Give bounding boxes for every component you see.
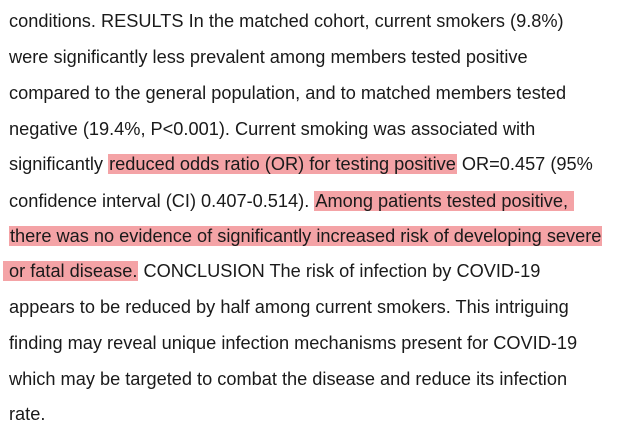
- text-line-12: rate.: [9, 399, 45, 429]
- text-line-9: appears to be reduced by half among curr…: [9, 292, 569, 322]
- text-segment: confidence interval (CI) 0.407-0.514).: [9, 191, 315, 211]
- highlighted-text: reduced odds ratio (OR) for testing posi…: [108, 154, 457, 174]
- highlighted-text: there was no evidence of significantly i…: [9, 226, 603, 246]
- text-segment: CONCLUSION The risk of infection by COVI…: [138, 261, 541, 281]
- text-line-10: finding may reveal unique infection mech…: [9, 328, 577, 358]
- text-segment: which may be targeted to combat the dise…: [9, 369, 568, 389]
- text-line-2: were significantly less prevalent among …: [9, 42, 528, 72]
- text-line-5: significantly reduced odds ratio (OR) fo…: [9, 149, 593, 179]
- text-line-4: negative (19.4%, P<0.001). Current smoki…: [9, 114, 535, 144]
- text-line-8: or fatal disease. CONCLUSION The risk of…: [3, 256, 541, 286]
- highlighted-text: or fatal disease.: [3, 261, 139, 281]
- text-segment: significantly: [9, 154, 109, 174]
- text-segment: finding may reveal unique infection mech…: [9, 333, 578, 353]
- text-segment: rate.: [9, 404, 46, 424]
- text-segment: were significantly less prevalent among …: [9, 47, 528, 67]
- text-segment: appears to be reduced by half among curr…: [9, 297, 569, 317]
- text-segment: compared to the general population, and …: [9, 83, 567, 103]
- text-segment: conditions. RESULTS In the matched cohor…: [9, 11, 564, 31]
- text-line-1: conditions. RESULTS In the matched cohor…: [9, 6, 564, 36]
- text-line-6: confidence interval (CI) 0.407-0.514). A…: [9, 186, 575, 216]
- text-line-11: which may be targeted to combat the dise…: [9, 364, 567, 394]
- text-segment: OR=0.457 (95%: [456, 154, 593, 174]
- text-segment: negative (19.4%, P<0.001). Current smoki…: [9, 119, 536, 139]
- text-line-3: compared to the general population, and …: [9, 78, 566, 108]
- highlighted-text: Among patients tested positive,: [314, 191, 575, 211]
- text-line-7: there was no evidence of significantly i…: [9, 221, 603, 251]
